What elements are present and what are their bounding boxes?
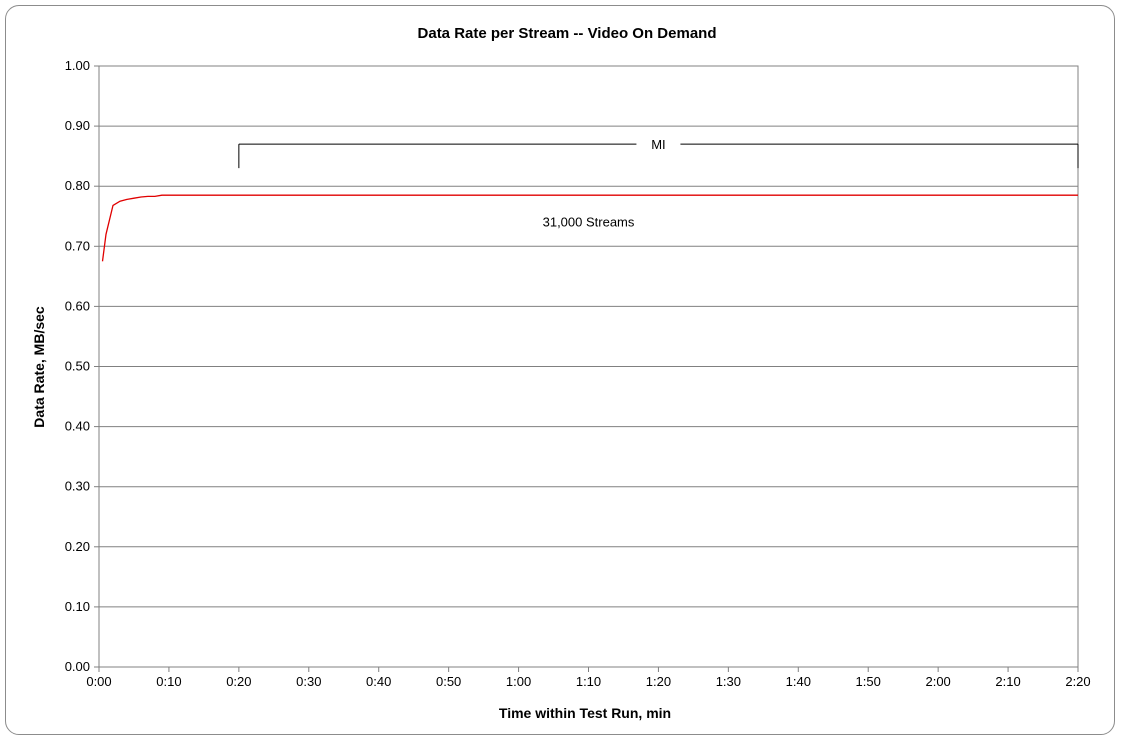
x-tick-label: 2:10 xyxy=(995,674,1020,689)
x-tick-label: 0:10 xyxy=(156,674,181,689)
x-tick-label: 2:00 xyxy=(925,674,950,689)
x-tick-label: 1:40 xyxy=(786,674,811,689)
y-tick-label: 0.80 xyxy=(65,178,90,193)
x-tick-label: 0:40 xyxy=(366,674,391,689)
chart-title: Data Rate per Stream -- Video On Demand xyxy=(418,25,717,42)
gridlines xyxy=(99,125,1078,608)
mi-label: MI xyxy=(651,137,665,152)
x-tick-label: 0:00 xyxy=(86,674,111,689)
x-tick-label: 0:20 xyxy=(226,674,251,689)
x-tick-label: 1:10 xyxy=(576,674,601,689)
x-tick-label: 1:30 xyxy=(716,674,741,689)
y-axis: 0.00 0.10 0.20 0.30 0.40 0.50 0.60 0.70 0.80 0.90… xyxy=(65,58,99,674)
y-tick-label: 0.70 xyxy=(65,238,90,253)
annotations: 31,000 Streams MI xyxy=(238,137,1079,229)
series-annotation: 31,000 Streams xyxy=(543,214,635,229)
y-tick-label: 0.20 xyxy=(65,539,90,554)
y-tick-label: 0.50 xyxy=(65,359,90,374)
y-tick-label: 0.00 xyxy=(65,659,90,674)
x-axis: 0:00 0:10 0:20 0:30 0:40 0:50 1:00 1:10 1:20 1:30… xyxy=(86,667,1091,689)
series-line xyxy=(101,194,1078,262)
x-tick-label: 1:00 xyxy=(506,674,531,689)
x-tick-label: 0:30 xyxy=(296,674,321,689)
y-tick-label: 0.40 xyxy=(65,419,90,434)
x-tick-label: 0:50 xyxy=(436,674,461,689)
y-tick-label: 0.60 xyxy=(65,298,90,313)
x-tick-label: 1:50 xyxy=(856,674,881,689)
chart-frame xyxy=(5,5,1115,735)
y-tick-label: 1.00 xyxy=(65,58,90,73)
y-tick-label: 0.90 xyxy=(65,118,90,133)
x-tick-label: 2:20 xyxy=(1065,674,1090,689)
series-group xyxy=(101,194,1078,262)
y-tick-label: 0.10 xyxy=(65,599,90,614)
y-axis-label: Data Rate, MB/sec xyxy=(31,306,47,428)
y-tick-label: 0.30 xyxy=(65,479,90,494)
x-axis-label: Time within Test Run, min xyxy=(499,705,671,721)
x-tick-label: 1:20 xyxy=(646,674,671,689)
